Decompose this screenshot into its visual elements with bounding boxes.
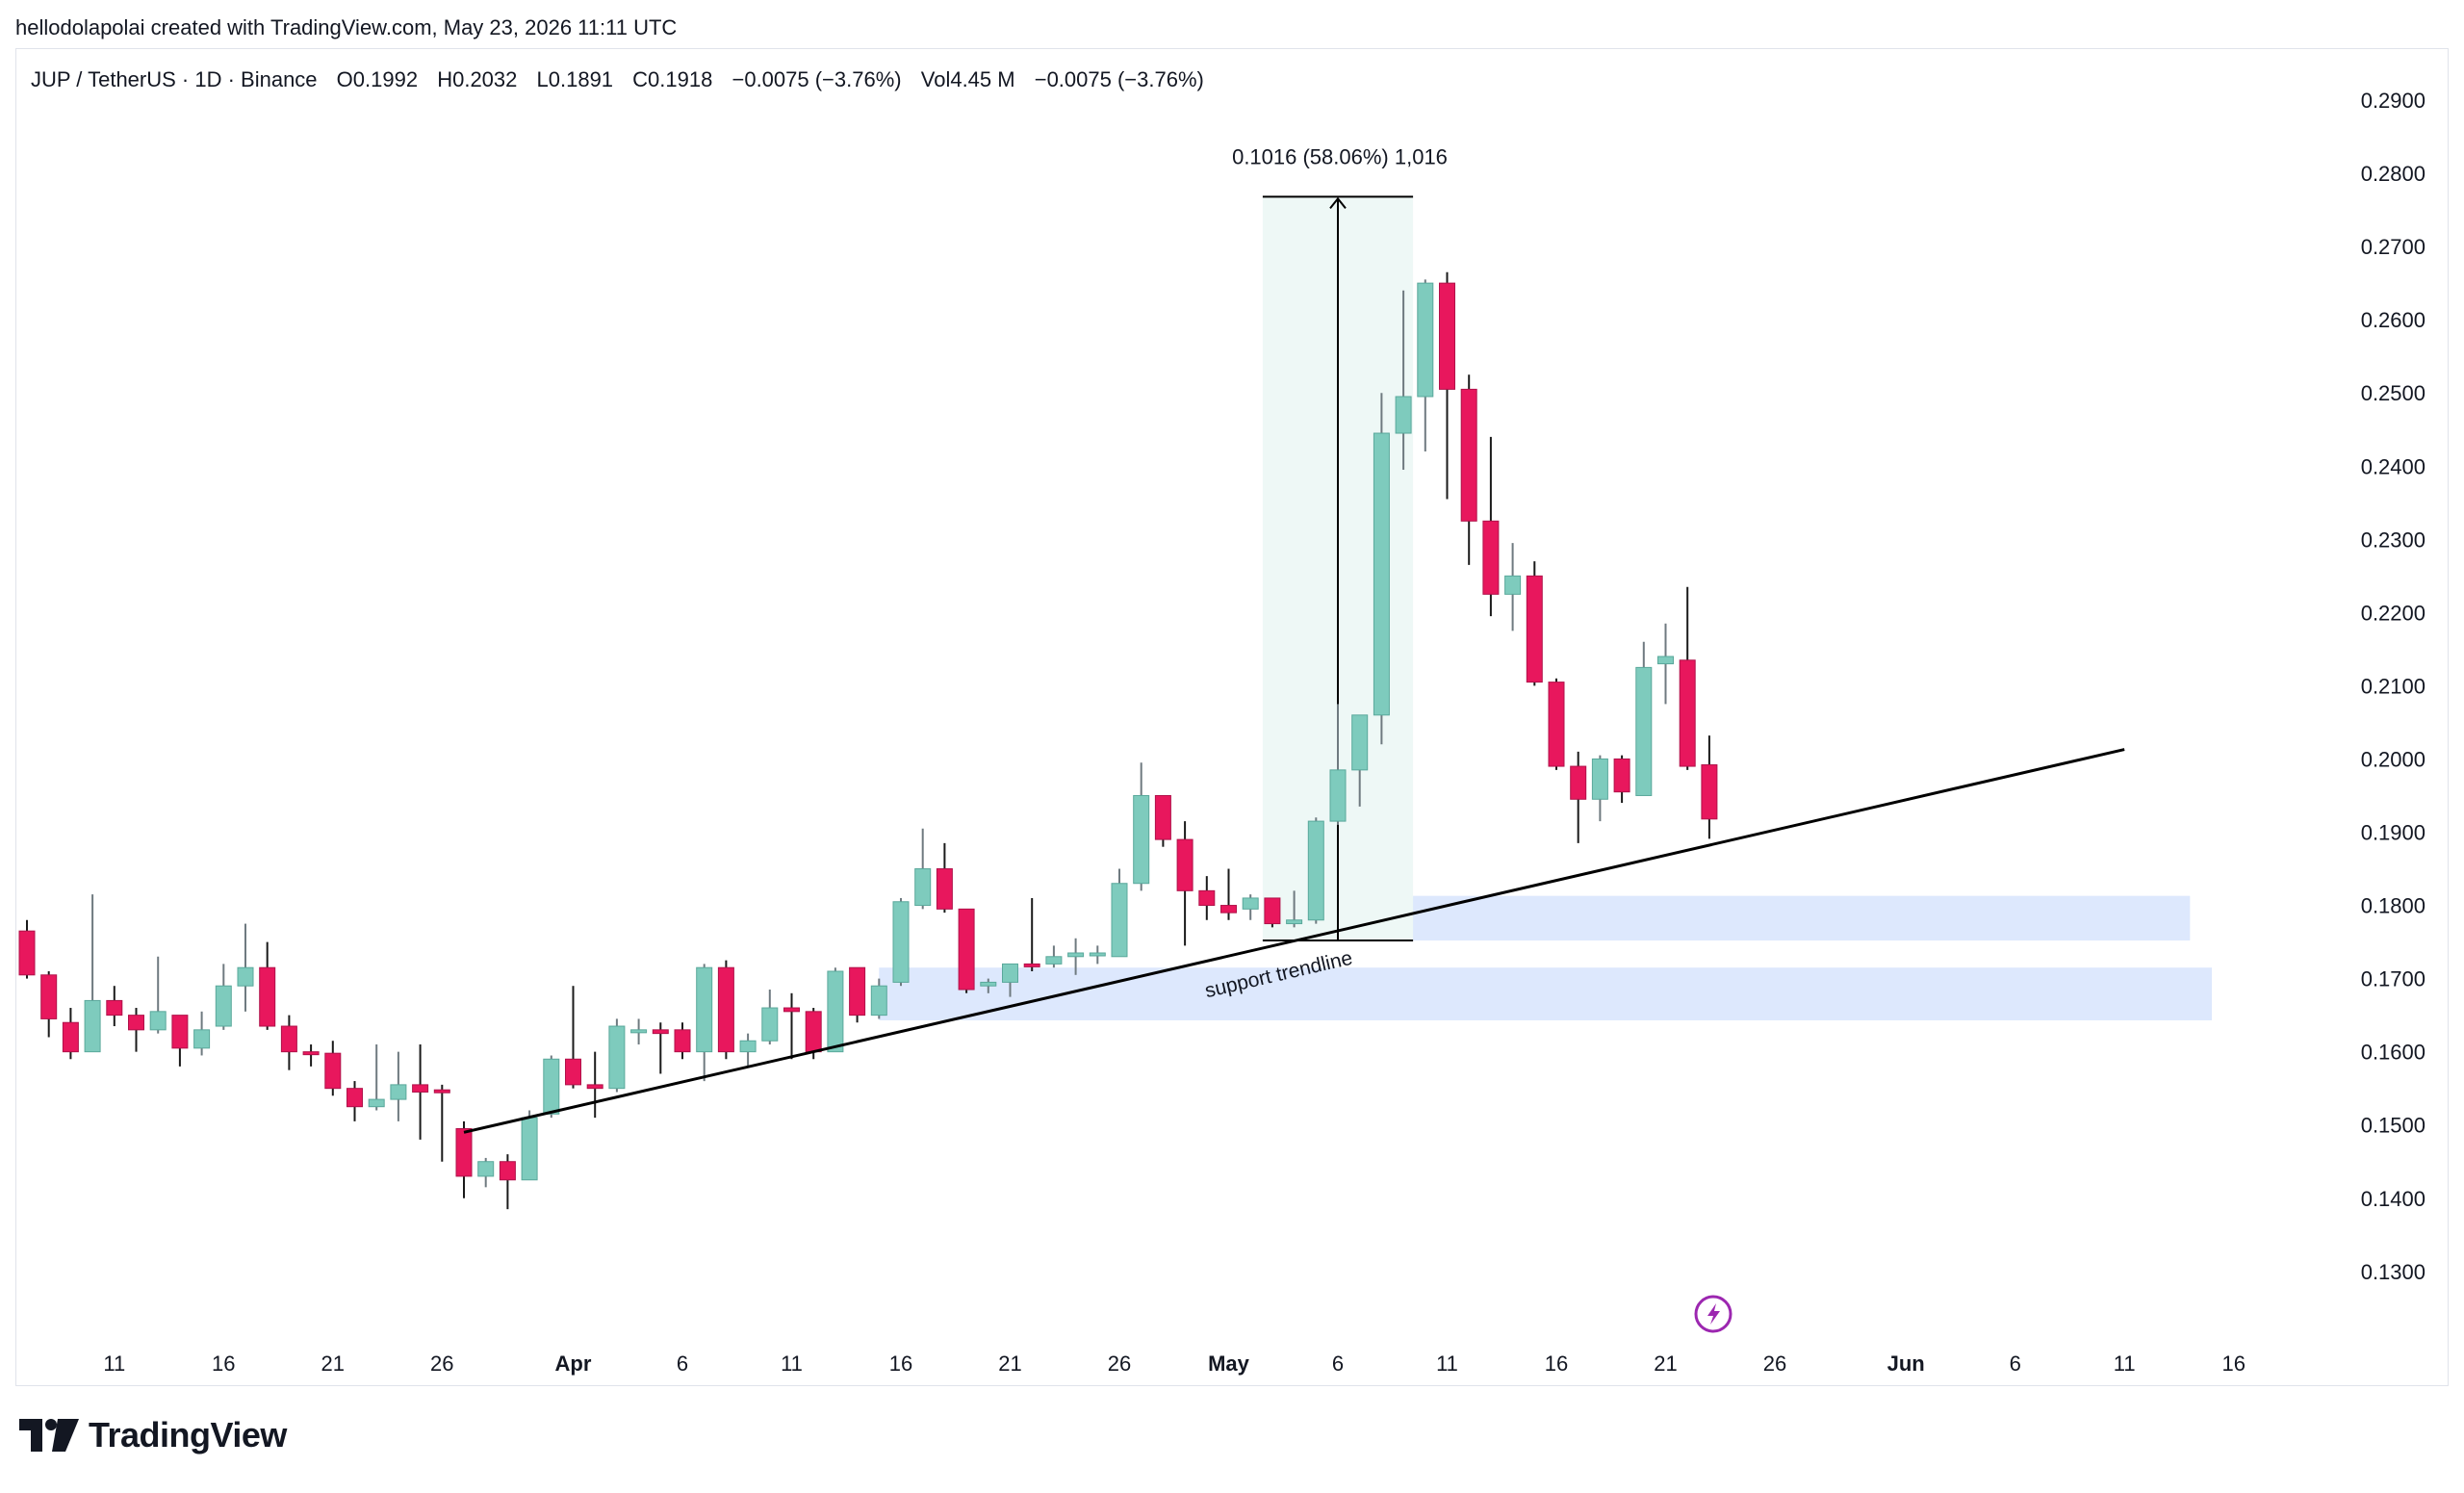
ohlc-high: H0.2032 xyxy=(437,67,518,91)
tradingview-logo-icon xyxy=(19,1419,79,1452)
chart-frame xyxy=(15,48,2449,1386)
footer-brand: TradingView xyxy=(89,1415,287,1454)
ohlc-open: O0.1992 xyxy=(336,67,419,91)
ohlc-change: −0.0075 (−3.76%) xyxy=(732,67,902,91)
volume-value: Vol4.45 M xyxy=(920,67,1015,91)
symbol-pair[interactable]: JUP / TetherUS · 1D · Binance xyxy=(31,67,318,91)
footer-branding: TradingView xyxy=(19,1415,287,1455)
volume-change: −0.0075 (−3.76%) xyxy=(1034,67,1204,91)
symbol-legend[interactable]: JUP / TetherUS · 1D · Binance O0.1992 H0… xyxy=(31,67,1218,92)
ohlc-close: C0.1918 xyxy=(632,67,713,91)
ohlc-low: L0.1891 xyxy=(536,67,614,91)
chart-credit: hellodolapolai created with TradingView.… xyxy=(15,15,678,39)
